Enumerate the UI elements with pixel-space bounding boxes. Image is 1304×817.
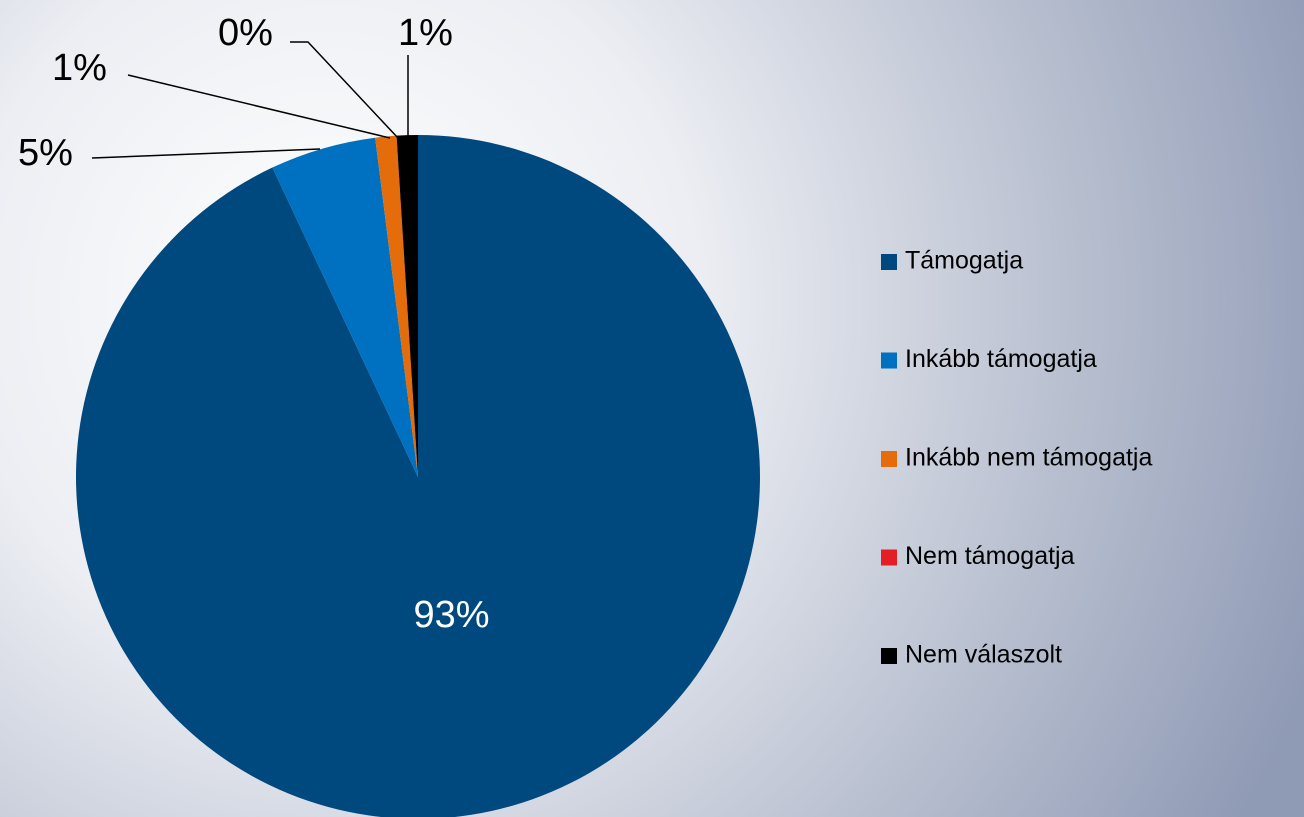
legend-swatch <box>881 451 897 467</box>
pie-slice <box>396 135 418 477</box>
data-label: 1% <box>398 12 453 54</box>
legend-swatch <box>881 254 897 270</box>
data-label: 1% <box>52 47 107 89</box>
data-labels: 93% 5% 1% 0% 1% <box>18 12 490 636</box>
legend-label: Nem válaszolt <box>905 641 1062 669</box>
pie-slice <box>375 135 418 477</box>
legend-label: Inkább nem támogatja <box>905 444 1152 472</box>
legend-label: Nem támogatja <box>905 542 1075 570</box>
pie-slice <box>272 137 418 477</box>
legend: Támogatja Inkább támogatja Inkább nem támo… <box>881 247 1152 669</box>
data-label: 5% <box>18 132 73 174</box>
legend-swatch <box>881 648 897 664</box>
legend-swatch <box>881 549 897 566</box>
data-label: 0% <box>218 12 273 54</box>
pie-slice <box>76 135 760 817</box>
legend-label: Inkább támogatja <box>905 345 1097 373</box>
legend-swatch <box>881 352 897 369</box>
legend-label: Támogatja <box>905 247 1023 275</box>
leader-line <box>127 74 391 139</box>
leader-line <box>91 148 321 159</box>
data-label: 93% <box>414 594 490 636</box>
pie <box>76 135 760 817</box>
leader-line <box>290 41 399 139</box>
